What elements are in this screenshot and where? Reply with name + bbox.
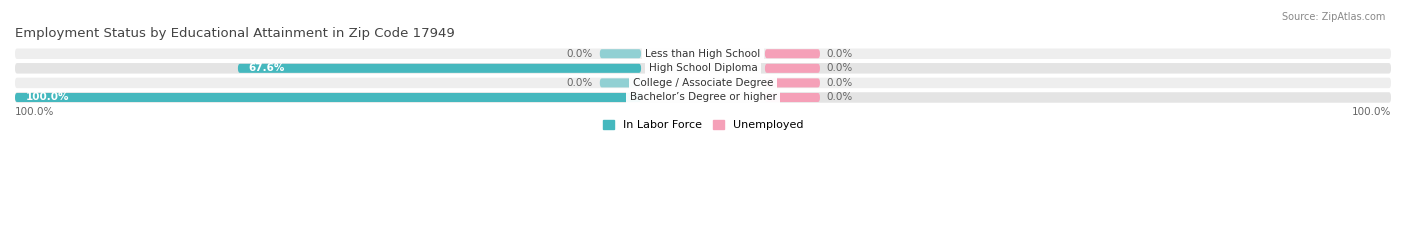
Text: 0.0%: 0.0%	[827, 49, 853, 59]
Text: Bachelor’s Degree or higher: Bachelor’s Degree or higher	[630, 93, 776, 103]
Text: 0.0%: 0.0%	[567, 49, 593, 59]
Text: 67.6%: 67.6%	[249, 63, 284, 73]
Text: College / Associate Degree: College / Associate Degree	[633, 78, 773, 88]
FancyBboxPatch shape	[15, 63, 1391, 74]
Text: Source: ZipAtlas.com: Source: ZipAtlas.com	[1281, 12, 1385, 22]
FancyBboxPatch shape	[765, 93, 820, 102]
FancyBboxPatch shape	[600, 49, 641, 58]
FancyBboxPatch shape	[600, 78, 641, 87]
Text: High School Diploma: High School Diploma	[648, 63, 758, 73]
Text: 0.0%: 0.0%	[827, 93, 853, 103]
FancyBboxPatch shape	[765, 78, 820, 87]
FancyBboxPatch shape	[15, 48, 1391, 59]
Text: 0.0%: 0.0%	[567, 78, 593, 88]
Legend: In Labor Force, Unemployed: In Labor Force, Unemployed	[598, 115, 808, 134]
Text: 0.0%: 0.0%	[827, 63, 853, 73]
FancyBboxPatch shape	[765, 64, 820, 73]
Text: Less than High School: Less than High School	[645, 49, 761, 59]
FancyBboxPatch shape	[15, 93, 641, 102]
FancyBboxPatch shape	[15, 92, 1391, 103]
Text: Employment Status by Educational Attainment in Zip Code 17949: Employment Status by Educational Attainm…	[15, 27, 454, 40]
FancyBboxPatch shape	[15, 78, 1391, 88]
Text: 0.0%: 0.0%	[827, 78, 853, 88]
Text: 100.0%: 100.0%	[15, 106, 55, 116]
FancyBboxPatch shape	[238, 64, 641, 73]
Text: 100.0%: 100.0%	[1351, 106, 1391, 116]
FancyBboxPatch shape	[765, 49, 820, 58]
Text: 100.0%: 100.0%	[25, 93, 69, 103]
